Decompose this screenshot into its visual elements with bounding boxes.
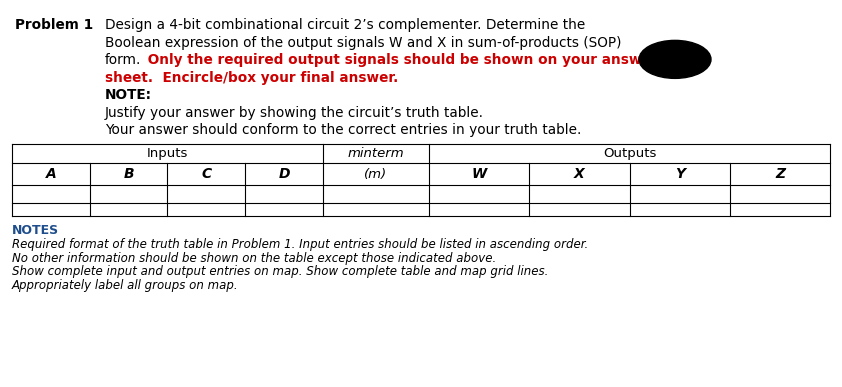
Text: Design a 4-bit combinational circuit 2’s complementer. Determine the: Design a 4-bit combinational circuit 2’s… <box>105 18 585 32</box>
Text: sheet.  Encircle/box your final answer.: sheet. Encircle/box your final answer. <box>105 70 398 84</box>
Text: C: C <box>201 167 211 181</box>
Text: X: X <box>574 167 585 181</box>
Text: minterm: minterm <box>348 147 404 160</box>
Text: No other information should be shown on the table except those indicated above.: No other information should be shown on … <box>12 252 496 264</box>
Text: Show complete input and output entries on map. Show complete table and map grid : Show complete input and output entries o… <box>12 265 548 278</box>
Text: Only the required output signals should be shown on your answer: Only the required output signals should … <box>143 53 658 67</box>
Text: Required format of the truth table in Problem 1. Input entries should be listed : Required format of the truth table in Pr… <box>12 238 589 251</box>
Text: Y: Y <box>674 167 685 181</box>
Text: form.: form. <box>105 53 141 67</box>
Text: A: A <box>45 167 56 181</box>
Text: NOTES: NOTES <box>12 224 59 237</box>
Text: Outputs: Outputs <box>603 147 656 160</box>
Text: W: W <box>472 167 487 181</box>
Text: Your answer should conform to the correct entries in your truth table.: Your answer should conform to the correc… <box>105 123 581 137</box>
Text: D: D <box>278 167 290 181</box>
Text: Z: Z <box>775 167 785 181</box>
Ellipse shape <box>639 40 711 79</box>
Text: Boolean expression of the output signals W and X in sum-of-products (SOP): Boolean expression of the output signals… <box>105 36 621 50</box>
Text: Appropriately label all groups on map.: Appropriately label all groups on map. <box>12 279 238 291</box>
Text: Inputs: Inputs <box>147 147 188 160</box>
Text: NOTE:: NOTE: <box>105 88 152 102</box>
Text: (m): (m) <box>365 168 387 180</box>
Text: Problem 1: Problem 1 <box>15 18 93 32</box>
Text: B: B <box>123 167 134 181</box>
Text: Justify your answer by showing the circuit’s truth table.: Justify your answer by showing the circu… <box>105 106 484 120</box>
